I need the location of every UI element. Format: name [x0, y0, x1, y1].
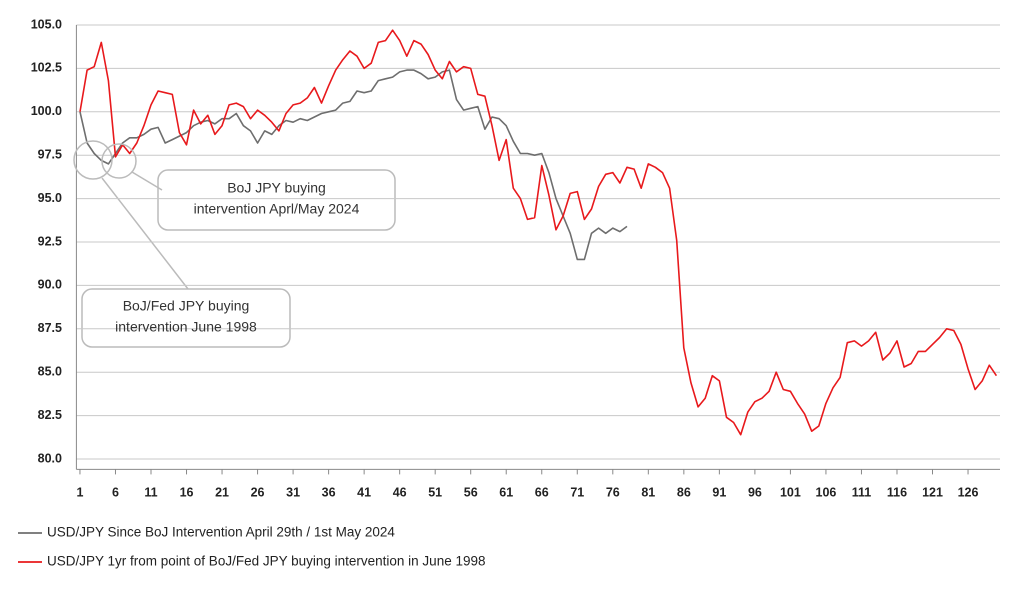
x-tick-label: 66: [535, 486, 549, 500]
annotation-text: intervention June 1998: [115, 319, 257, 335]
y-tick-label: 95.0: [38, 191, 62, 205]
x-tick-label: 86: [677, 486, 691, 500]
y-tick-label: 100.0: [31, 104, 62, 118]
x-tick-label: 126: [958, 486, 979, 500]
annotation-box: [81, 288, 291, 348]
y-tick-label: 90.0: [38, 278, 62, 292]
y-tick-label: 80.0: [38, 451, 62, 465]
plot-area: [75, 24, 1000, 475]
legend-label: USD/JPY 1yr from point of BoJ/Fed JPY bu…: [47, 554, 486, 569]
annotation-connector: [131, 171, 163, 191]
legend-label: USD/JPY Since BoJ Intervention April 29t…: [47, 525, 395, 540]
x-tick-label: 11: [144, 486, 157, 500]
x-tick-label: 101: [780, 486, 801, 500]
data-line: [79, 69, 628, 261]
x-tick-label: 46: [393, 486, 407, 500]
x-tick-label: 71: [570, 486, 584, 500]
annotation-connector: [101, 177, 189, 290]
x-tick-label: 121: [922, 486, 943, 500]
y-tick-label: 105.0: [31, 17, 62, 31]
y-tick-label: 82.5: [38, 408, 62, 422]
y-tick-label: 85.0: [38, 364, 62, 378]
x-tick-label: 31: [286, 486, 300, 500]
x-tick-label: 106: [816, 486, 837, 500]
highlight-circle: [101, 143, 137, 179]
x-tick-label: 111: [852, 486, 872, 500]
y-tick-label: 87.5: [38, 321, 62, 335]
x-tick-label: 76: [606, 486, 620, 500]
x-tick-label: 41: [357, 486, 371, 500]
annotation-text: intervention Aprl/May 2024: [194, 201, 360, 217]
x-tick-label: 56: [464, 486, 478, 500]
y-tick-label: 102.5: [31, 61, 62, 75]
annotation-box: [157, 169, 396, 231]
highlight-circle: [73, 140, 113, 180]
x-tick-label: 96: [748, 486, 762, 500]
data-line: [79, 29, 998, 436]
x-tick-label: 51: [428, 486, 442, 500]
x-tick-label: 81: [641, 486, 655, 500]
x-tick-label: 6: [112, 486, 119, 500]
x-tick-label: 1: [76, 486, 83, 500]
x-tick-label: 26: [251, 486, 265, 500]
x-tick-label: 116: [887, 486, 907, 500]
annotation-text: BoJ JPY buying: [227, 180, 326, 196]
x-tick-label: 16: [180, 486, 194, 500]
x-tick-label: 21: [215, 486, 229, 500]
y-tick-label: 97.5: [38, 147, 62, 161]
x-tick-label: 91: [712, 486, 726, 500]
annotation-text: BoJ/Fed JPY buying: [123, 298, 250, 314]
x-tick-label: 36: [322, 486, 336, 500]
x-tick-label: 61: [499, 486, 513, 500]
y-tick-label: 92.5: [38, 234, 62, 248]
